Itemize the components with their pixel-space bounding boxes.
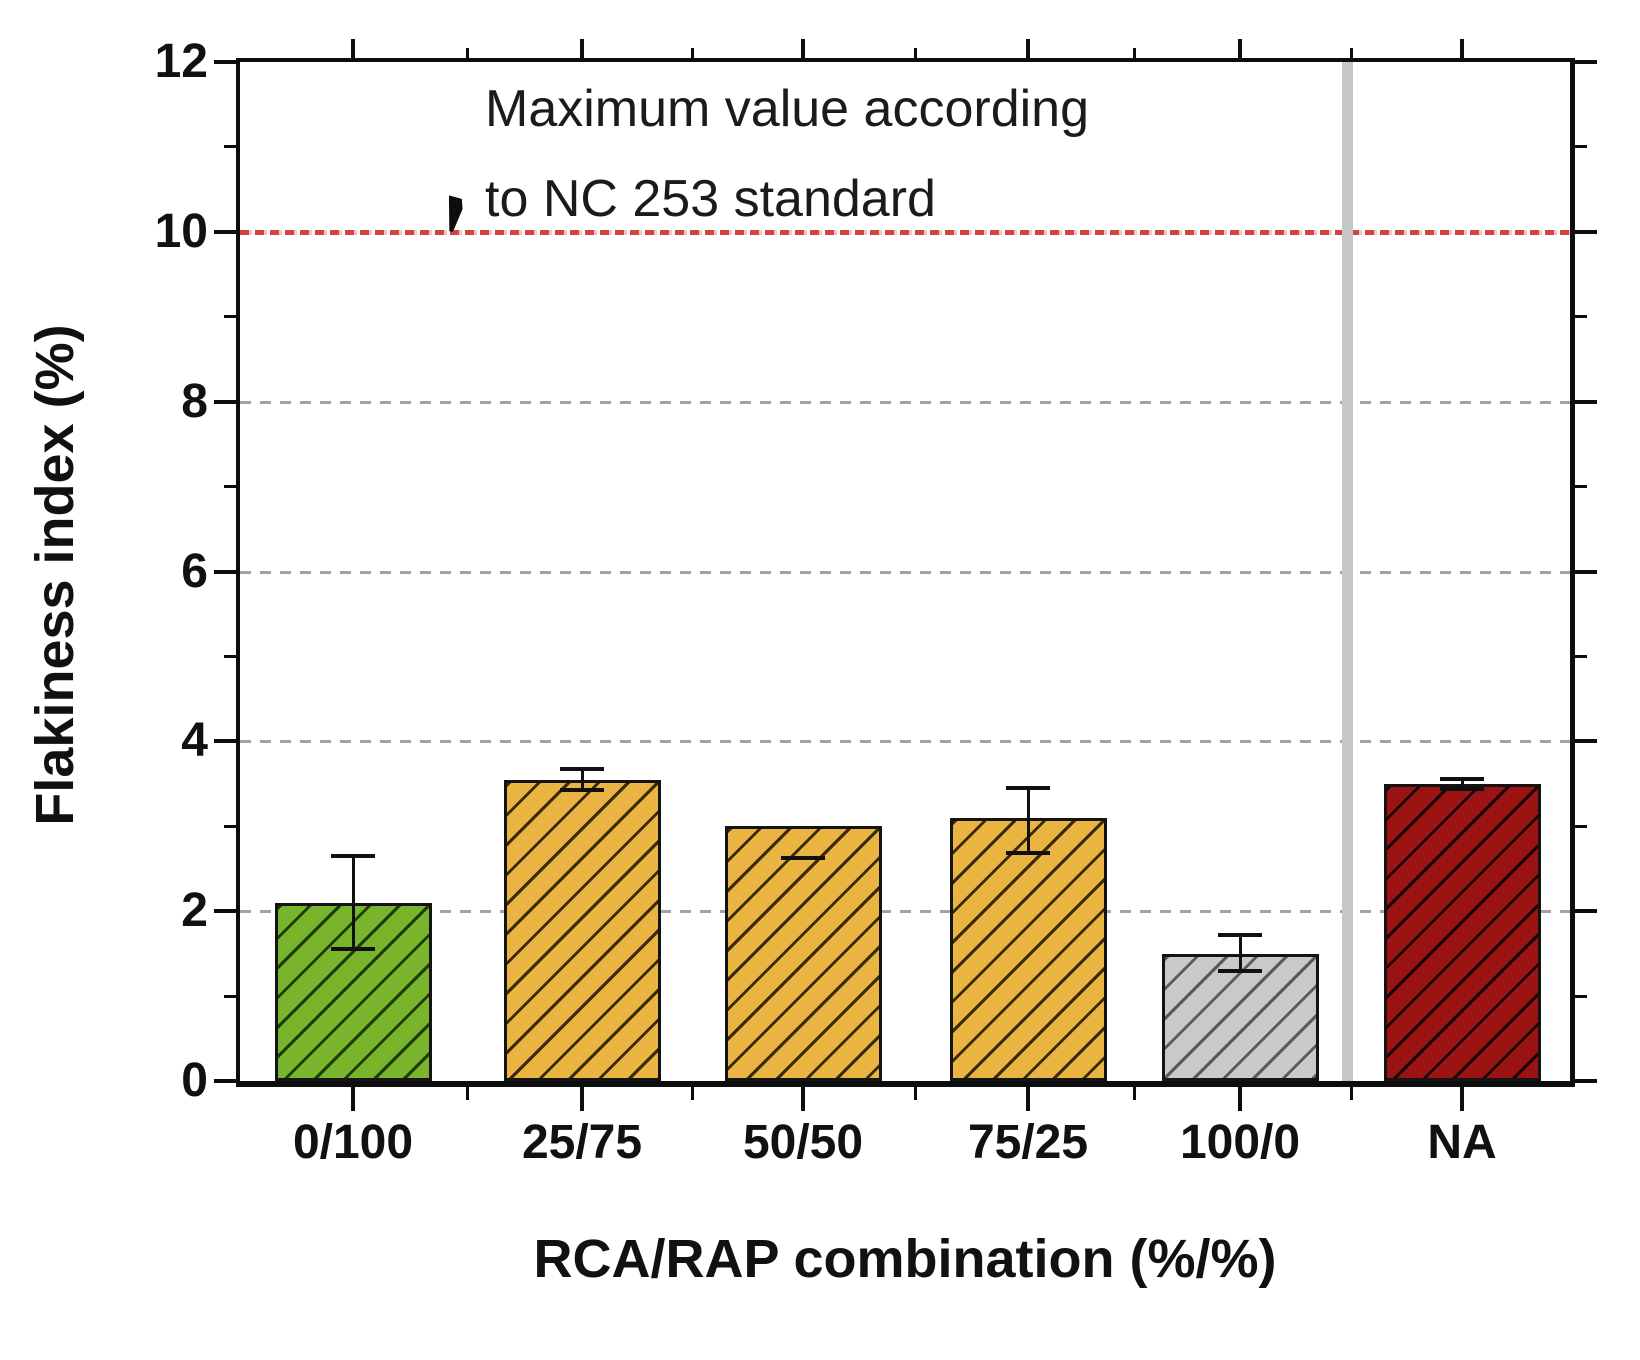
x-tick-bottom-minor-2 <box>914 1087 917 1100</box>
error-bar-cap-bottom-NA <box>1440 786 1484 791</box>
y-tick-label-12: 12 <box>154 35 208 88</box>
error-bar-cap-top-NA <box>1440 776 1484 781</box>
x-tick-top-75/25 <box>1026 39 1030 58</box>
x-tick-bottom-0/100 <box>351 1087 355 1111</box>
y-tick-right-4 <box>1575 739 1597 744</box>
y-tick-right-0 <box>1575 1079 1597 1083</box>
axis-spine-bottom <box>236 1081 1575 1087</box>
error-bar-line-0/100 <box>351 855 355 950</box>
bar-100/0 <box>1161 953 1319 1081</box>
na-separator-line <box>1342 62 1353 1081</box>
y-tick-left-6 <box>214 569 236 574</box>
axis-spine-right <box>1570 58 1575 1087</box>
y-axis-title: Flakiness index (%) <box>25 324 85 826</box>
error-bar-cap-bottom-100/0 <box>1218 968 1262 973</box>
y-tick-left-4 <box>214 739 236 744</box>
y-tick-right-3 <box>1575 824 1587 828</box>
x-tick-bottom-NA <box>1460 1087 1464 1111</box>
x-tick-top-25/75 <box>580 39 584 58</box>
y-tick-left-2 <box>214 909 236 914</box>
error-bar-cap-top-0/100 <box>331 853 375 858</box>
x-tick-bottom-100/0 <box>1238 1087 1242 1111</box>
x-tick-top-minor-3 <box>1132 48 1136 58</box>
x-tick-bottom-minor-1 <box>691 1087 694 1100</box>
x-tick-top-100/0 <box>1238 39 1242 58</box>
x-tick-top-0/100 <box>351 39 355 58</box>
y-tick-label-4: 4 <box>181 714 208 768</box>
error-bar-cap-bottom-25/75 <box>560 787 604 792</box>
x-tick-label-0/100: 0/100 <box>292 1116 414 1169</box>
error-bar-cap-top-75/25 <box>1006 786 1050 791</box>
x-tick-top-NA <box>1460 39 1464 58</box>
y-tick-right-10 <box>1575 229 1597 234</box>
y-tick-right-6 <box>1575 569 1597 574</box>
y-tick-right-7 <box>1575 485 1587 489</box>
y-tick-right-11 <box>1575 145 1587 149</box>
x-tick-top-minor-0 <box>466 48 469 58</box>
y-tick-label-2: 2 <box>181 884 208 938</box>
x-tick-bottom-minor-4 <box>1349 1087 1353 1100</box>
y-tick-left-8 <box>214 399 236 404</box>
y-tick-left-7 <box>224 485 236 489</box>
x-tick-bottom-75/25 <box>1026 1087 1030 1111</box>
y-tick-left-5 <box>224 654 236 658</box>
x-tick-bottom-50/50 <box>801 1087 805 1111</box>
y-tick-right-2 <box>1575 909 1597 914</box>
error-bar-cap-top-25/75 <box>560 767 604 772</box>
y-tick-right-12 <box>1575 60 1597 64</box>
bar-25/75 <box>503 779 661 1081</box>
reference-line-annotation: Maximum value according to NC 253 standa… <box>485 64 1089 244</box>
error-bar-line-75/25 <box>1026 788 1030 854</box>
x-tick-top-minor-4 <box>1349 48 1353 58</box>
y-tick-left-9 <box>224 315 236 319</box>
y-tick-left-12 <box>214 60 236 64</box>
y-tick-label-10: 10 <box>154 204 208 258</box>
x-tick-top-50/50 <box>801 39 805 58</box>
y-tick-right-9 <box>1575 315 1587 319</box>
x-tick-bottom-minor-3 <box>1132 1087 1136 1100</box>
x-tick-bottom-minor-0 <box>466 1087 469 1100</box>
y-tick-left-1 <box>224 994 236 998</box>
bar-50/50 <box>724 826 882 1081</box>
x-tick-top-minor-2 <box>914 48 917 58</box>
x-axis-title: RCA/RAP combination (%/%) <box>533 1229 1277 1289</box>
plot-area <box>240 62 1570 1081</box>
x-tick-bottom-25/75 <box>580 1087 584 1111</box>
y-tick-label-8: 8 <box>181 374 208 428</box>
gridline-y-4 <box>240 740 1570 744</box>
y-tick-right-5 <box>1575 654 1587 658</box>
gridline-y-2 <box>240 910 1570 914</box>
x-tick-label-75/25: 75/25 <box>967 1116 1089 1169</box>
error-bar-cap-top-100/0 <box>1218 932 1262 937</box>
x-tick-label-50/50: 50/50 <box>742 1116 864 1169</box>
y-tick-left-0 <box>214 1079 236 1083</box>
error-bar-cap-bottom-50/50 <box>781 855 825 860</box>
error-bar-line-NA <box>1460 778 1464 789</box>
error-bar-cap-bottom-0/100 <box>331 947 375 952</box>
axis-spine-left <box>236 58 240 1087</box>
reference-line-max-value <box>240 229 1570 235</box>
x-tick-label-25/75: 25/75 <box>521 1116 643 1169</box>
x-tick-label-100/0: 100/0 <box>1179 1116 1301 1169</box>
x-tick-label-NA: NA <box>1427 1116 1497 1169</box>
error-bar-cap-bottom-75/25 <box>1006 851 1050 856</box>
bar-75/25 <box>949 817 1107 1081</box>
y-tick-right-1 <box>1575 994 1587 998</box>
gridline-y-8 <box>240 400 1570 404</box>
error-bar-line-100/0 <box>1238 934 1242 971</box>
y-tick-label-6: 6 <box>181 544 208 598</box>
x-tick-top-minor-1 <box>691 48 694 58</box>
axis-spine-top <box>236 58 1575 62</box>
gridline-y-6 <box>240 570 1570 574</box>
y-tick-left-3 <box>224 824 236 828</box>
y-tick-left-11 <box>224 145 236 149</box>
bar-NA <box>1383 783 1541 1081</box>
error-bar-line-25/75 <box>580 769 584 790</box>
annotation-line-2: to NC 253 standard <box>485 170 936 228</box>
y-tick-left-10 <box>214 229 236 234</box>
annotation-line-1: Maximum value according <box>485 80 1090 138</box>
y-tick-right-8 <box>1575 399 1597 404</box>
y-tick-label-0: 0 <box>181 1054 208 1107</box>
